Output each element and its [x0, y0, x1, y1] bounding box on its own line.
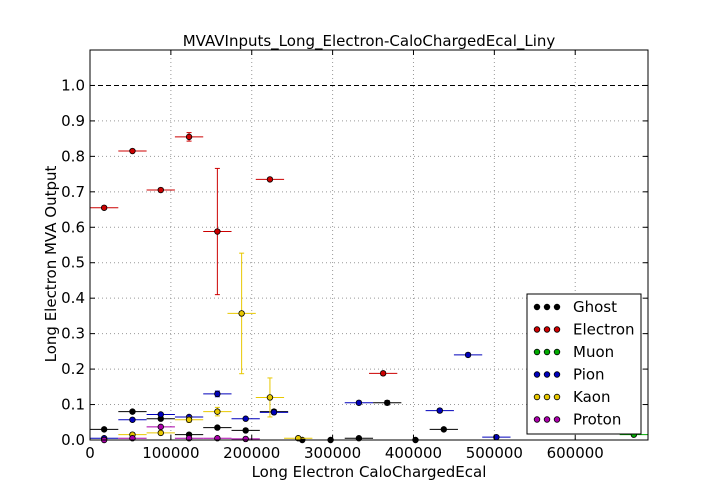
- proton-point: [242, 435, 249, 443]
- x-tick-label: 400000: [385, 444, 442, 462]
- x-tick-label: 0: [85, 444, 95, 462]
- legend-marker-kaon: [553, 393, 561, 401]
- legend-marker-electron: [533, 326, 541, 333]
- legend-label-electron: Electron: [573, 321, 635, 339]
- y-tick-label: 0.3: [61, 325, 85, 343]
- electron-point: [100, 204, 108, 211]
- x-tick-label: 500000: [466, 444, 523, 462]
- legend-marker-proton: [533, 416, 541, 423]
- kaon-point: [214, 408, 221, 415]
- legend-marker-pion: [543, 371, 551, 378]
- y-tick-label: 0.9: [61, 112, 85, 130]
- proton-point: [157, 423, 164, 431]
- y-tick-label: 0.4: [61, 289, 85, 307]
- legend-marker-pion: [533, 371, 541, 378]
- legend: Ghost Electron Muon Pion Kaon Proton: [526, 293, 642, 435]
- x-tick-label: 600000: [547, 444, 604, 462]
- legend-marker-kaon: [533, 393, 541, 401]
- y-axis-label: Long Electron MVA Output: [42, 166, 60, 363]
- legend-label-proton: Proton: [573, 411, 621, 429]
- ghost-point: [383, 399, 391, 406]
- legend-marker-muon: [543, 348, 551, 356]
- pion-point: [270, 409, 278, 416]
- legend-marker-ghost: [553, 303, 561, 311]
- legend-label-muon: Muon: [573, 343, 614, 361]
- legend-marker-muon: [533, 348, 541, 356]
- legend-marker-kaon: [543, 393, 551, 401]
- axes: 0 100000 200000 300000 400000 500000 600000 0.0…: [61, 50, 648, 462]
- y-tick-label: 0.2: [61, 360, 85, 378]
- ghost-point: [100, 426, 108, 433]
- pion-point: [464, 351, 472, 359]
- pion-point: [157, 411, 164, 418]
- x-tick-label: 100000: [142, 444, 199, 462]
- electron-point: [379, 370, 387, 377]
- legend-marker-electron: [553, 326, 561, 333]
- legend-marker-ghost: [533, 303, 541, 311]
- electron-point: [266, 176, 274, 183]
- y-tick-label: 0.6: [61, 218, 85, 236]
- series-kaon: [118, 252, 313, 442]
- legend-label-pion: Pion: [573, 366, 605, 384]
- legend-marker-proton: [553, 416, 561, 423]
- electron-point: [157, 186, 164, 194]
- legend-marker-muon: [553, 348, 561, 356]
- y-tick-label: 0.0: [61, 431, 85, 449]
- ghost-point: [214, 424, 221, 431]
- x-axis-label: Long Electron CaloChargedEcal: [252, 463, 487, 481]
- y-tick-label: 1.0: [61, 76, 85, 94]
- legend-marker-proton: [543, 416, 551, 423]
- ghost-point: [440, 426, 448, 433]
- kaon-point: [266, 394, 274, 401]
- y-tick-label: 0.5: [61, 254, 85, 272]
- pion-point: [242, 415, 249, 422]
- kaon-point: [238, 310, 245, 317]
- electron-point: [214, 228, 221, 235]
- series-electron: [90, 132, 398, 377]
- x-tick-label: 300000: [304, 444, 361, 462]
- legend-label-kaon: Kaon: [573, 388, 610, 406]
- chart-title: MVAVInputs_Long_Electron-CaloChargedEcal…: [183, 32, 556, 51]
- pion-point: [129, 416, 136, 423]
- pion-point: [214, 390, 221, 398]
- electron-point: [185, 133, 193, 141]
- ghost-point: [129, 408, 136, 415]
- y-tick-label: 0.1: [61, 396, 85, 414]
- kaon-point: [157, 429, 164, 437]
- y-tick-label: 0.8: [61, 147, 85, 165]
- pion-point: [355, 399, 363, 406]
- electron-point: [129, 147, 136, 155]
- legend-marker-electron: [543, 326, 551, 333]
- y-tick-label: 0.7: [61, 183, 85, 201]
- x-tick-label: 200000: [223, 444, 280, 462]
- kaon-point: [185, 416, 193, 423]
- ghost-point: [242, 427, 249, 434]
- legend-label-ghost: Ghost: [573, 298, 617, 316]
- legend-box: [526, 293, 642, 435]
- legend-marker-ghost: [543, 303, 551, 311]
- pion-point: [436, 407, 443, 414]
- legend-marker-pion: [553, 371, 561, 378]
- plot-area: [89, 49, 649, 441]
